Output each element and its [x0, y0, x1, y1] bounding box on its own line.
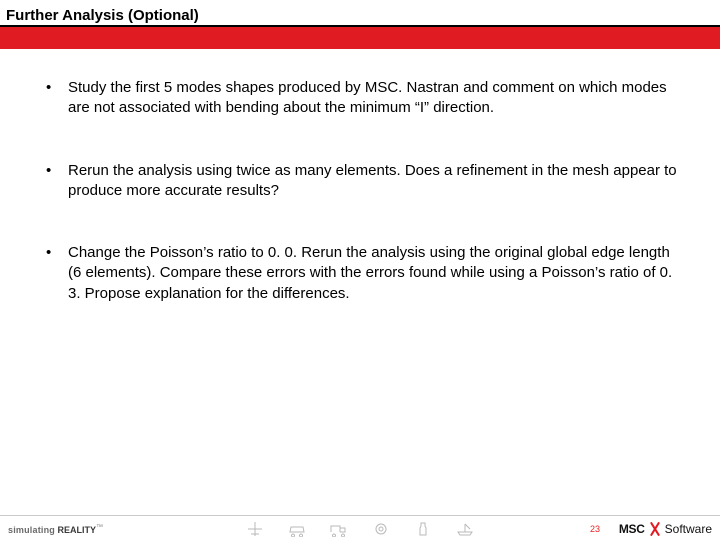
- car-icon: [287, 521, 307, 537]
- footer-divider: [0, 515, 720, 516]
- slide-title: Further Analysis (Optional): [6, 7, 199, 24]
- logo-msc-text: MSC: [619, 522, 645, 536]
- bullet-marker: •: [40, 78, 68, 98]
- slide-body: • Study the first 5 modes shapes produce…: [40, 78, 680, 346]
- ship-icon: [455, 521, 475, 537]
- bullet-item: • Study the first 5 modes shapes produce…: [40, 78, 680, 119]
- bullet-item: • Rerun the analysis using twice as many…: [40, 161, 680, 202]
- title-red-band: [0, 27, 720, 49]
- bullet-text: Rerun the analysis using twice as many e…: [68, 161, 680, 202]
- page-number: 23: [590, 524, 600, 534]
- logo-x-icon: [648, 522, 662, 536]
- truck-icon: [329, 521, 349, 537]
- airplane-icon: [245, 521, 265, 537]
- slide: Further Analysis (Optional) • Study the …: [0, 0, 720, 540]
- footer-logo: MSC Software: [619, 522, 712, 536]
- logo-software-text: Software: [665, 522, 712, 536]
- bullet-text: Study the first 5 modes shapes produced …: [68, 78, 680, 119]
- bottle-icon: [413, 521, 433, 537]
- bullet-marker: •: [40, 243, 68, 263]
- bullet-text: Change the Poisson’s ratio to 0. 0. Reru…: [68, 243, 680, 304]
- gear-icon: [371, 521, 391, 537]
- bullet-item: • Change the Poisson’s ratio to 0. 0. Re…: [40, 243, 680, 304]
- bullet-marker: •: [40, 161, 68, 181]
- title-bar: Further Analysis (Optional): [0, 4, 720, 38]
- footer-icon-strip: [0, 521, 720, 537]
- slide-footer: simulating REALITY™ 23: [0, 514, 720, 540]
